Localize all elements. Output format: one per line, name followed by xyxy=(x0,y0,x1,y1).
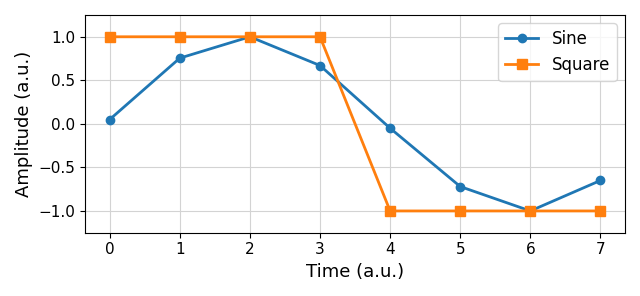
Y-axis label: Amplitude (a.u.): Amplitude (a.u.) xyxy=(15,51,33,197)
Line: Square: Square xyxy=(105,32,605,216)
Sine xyxy=(596,179,604,182)
Sine xyxy=(176,56,184,60)
Sine xyxy=(387,126,394,130)
Sine xyxy=(106,118,113,121)
Square xyxy=(596,209,604,213)
Sine xyxy=(316,64,324,67)
Legend: Sine, Square: Sine, Square xyxy=(499,23,617,81)
Square xyxy=(106,35,113,38)
Line: Sine: Sine xyxy=(106,33,605,215)
Square xyxy=(456,209,464,213)
Square xyxy=(316,35,324,38)
Square xyxy=(176,35,184,38)
Square xyxy=(246,35,253,38)
Sine xyxy=(456,185,464,188)
X-axis label: Time (a.u.): Time (a.u.) xyxy=(306,263,404,281)
Square xyxy=(527,209,534,213)
Square xyxy=(387,209,394,213)
Sine xyxy=(246,35,253,38)
Sine xyxy=(527,209,534,213)
